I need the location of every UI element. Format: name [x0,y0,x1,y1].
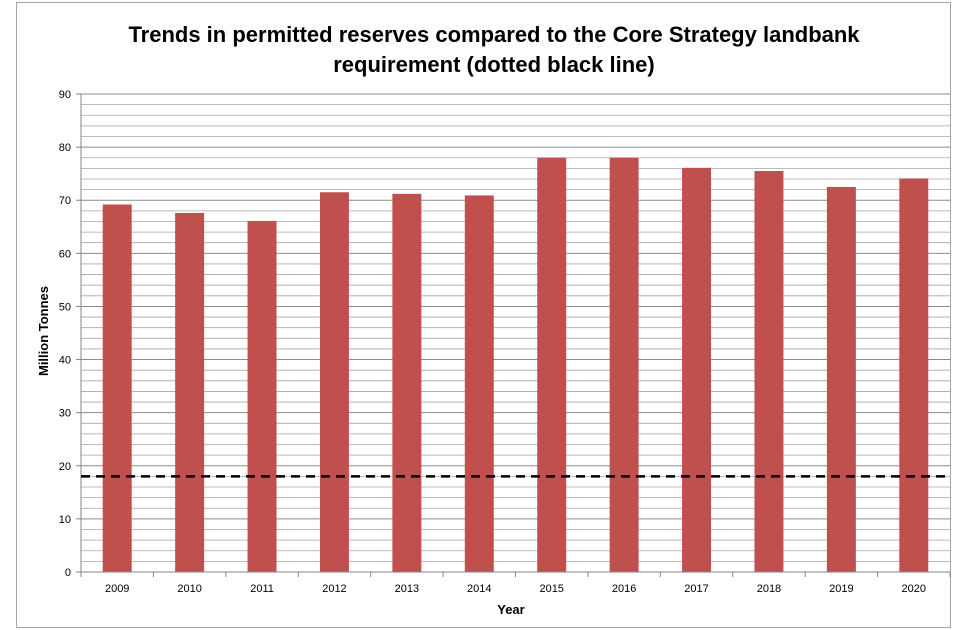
bar-2012 [319,192,349,572]
axes [80,94,950,573]
x-tick-label: 2010 [177,583,201,595]
bar-2014 [464,195,494,573]
y-tick-label: 10 [59,514,71,526]
y-tick-label: 90 [59,89,71,101]
y-tick-label: 40 [59,355,71,367]
x-axis-title: Year [497,602,524,617]
chart-title-line-1: Trends in permitted reserves compared to… [128,22,860,47]
x-tick-label: 2020 [902,583,926,595]
gridlines [81,93,950,562]
y-axis-ticks: 0 10 20 30 40 50 60 70 80 90 [59,89,81,579]
bar-2013 [392,193,422,573]
bar-2009 [102,204,132,572]
bar-2019 [826,186,856,572]
x-tick-label: 2018 [757,583,781,595]
chart-title: Trends in permitted reserves compared to… [128,22,860,77]
y-tick-label: 50 [59,301,71,313]
bar-2020 [899,178,929,573]
x-tick-label: 2017 [684,583,708,595]
y-axis-title: Million Tonnes [36,286,51,376]
bar-2016 [609,157,639,572]
y-tick-label: 60 [59,248,71,260]
x-tick-label: 2012 [322,583,346,595]
x-axis-ticks: 2009 2010 2011 2012 2013 2014 2015 2016 2017 2018… [80,572,951,595]
chart-title-line-2: requirement (dotted black line) [333,52,655,77]
x-tick-label: 2013 [395,583,419,595]
x-tick-label: 2019 [829,583,853,595]
bar-2010 [175,212,205,573]
x-tick-label: 2011 [250,583,274,595]
y-tick-label: 0 [65,567,71,579]
y-tick-label: 70 [59,195,71,207]
bar-2017 [682,167,712,572]
y-tick-label: 80 [59,142,71,154]
bar-2011 [247,220,277,573]
x-tick-label: 2015 [539,583,563,595]
x-tick-label: 2014 [467,583,491,595]
y-tick-label: 30 [59,408,71,420]
bar-2015 [537,157,567,572]
x-tick-label: 2016 [612,583,636,595]
bar-2018 [754,171,784,572]
x-tick-label: 2009 [105,583,129,595]
bars [102,157,929,573]
y-tick-label: 20 [59,461,71,473]
